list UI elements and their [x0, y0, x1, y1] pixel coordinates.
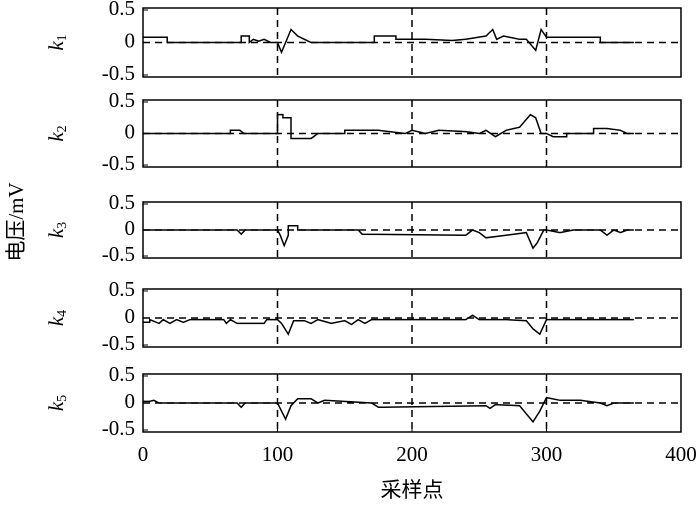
panel-frame — [142, 7, 682, 78]
signal-line — [143, 225, 634, 250]
panel-frame — [142, 201, 682, 259]
panel-label-sub: 3 — [55, 222, 70, 229]
y-tick-label: 0 — [125, 119, 136, 143]
y-tick-label: -0.5 — [102, 242, 135, 266]
y-tick-label: -0.5 — [102, 61, 135, 85]
y-tick-label: 0 — [125, 304, 136, 328]
signal-line — [143, 396, 634, 424]
x-tick-label: 300 — [531, 442, 563, 466]
x-axis-label: 采样点 — [381, 478, 444, 502]
y-tick-label: -0.5 — [102, 151, 135, 175]
signal-line — [143, 113, 634, 140]
panel-label-sub: 2 — [55, 125, 70, 132]
panel-label-main: k — [44, 41, 68, 51]
x-tick-label: 400 — [665, 442, 697, 466]
panel-frame — [142, 288, 682, 348]
y-tick-label: 0.5 — [109, 0, 135, 20]
x-tick-label: 0 — [138, 442, 149, 466]
y-axis-label: 电压/mV — [4, 182, 28, 261]
panel-label: k3 — [44, 222, 70, 238]
y-tick-label: 0.5 — [109, 362, 135, 386]
y-tick-label: 0.5 — [109, 190, 135, 214]
panel-label-sub: 1 — [55, 34, 70, 41]
panel-label-main: k — [44, 316, 68, 326]
y-tick-label: 0 — [125, 216, 136, 240]
panel-label: k1 — [44, 34, 70, 50]
signal-line — [143, 27, 634, 55]
panel-label: k5 — [44, 395, 70, 411]
signal-line — [143, 314, 634, 336]
panel-label: k4 — [44, 310, 70, 326]
panel-frame — [142, 99, 682, 168]
panel-label: k2 — [44, 125, 70, 141]
y-tick-label: -0.5 — [102, 331, 135, 355]
x-tick-label: 200 — [396, 442, 428, 466]
panel-label-main: k — [44, 401, 68, 411]
panel-label-main: k — [44, 228, 68, 238]
x-tick-label: 100 — [262, 442, 294, 466]
y-tick-label: 0.5 — [109, 88, 135, 112]
y-tick-label: 0 — [125, 28, 136, 52]
panel-label-main: k — [44, 132, 68, 142]
y-tick-label: 0.5 — [109, 277, 135, 301]
panel-label-sub: 5 — [55, 395, 70, 402]
y-tick-label: 0 — [125, 389, 136, 413]
panel-frame — [142, 373, 682, 433]
y-tick-label: -0.5 — [102, 416, 135, 440]
panel-label-sub: 4 — [55, 310, 70, 317]
